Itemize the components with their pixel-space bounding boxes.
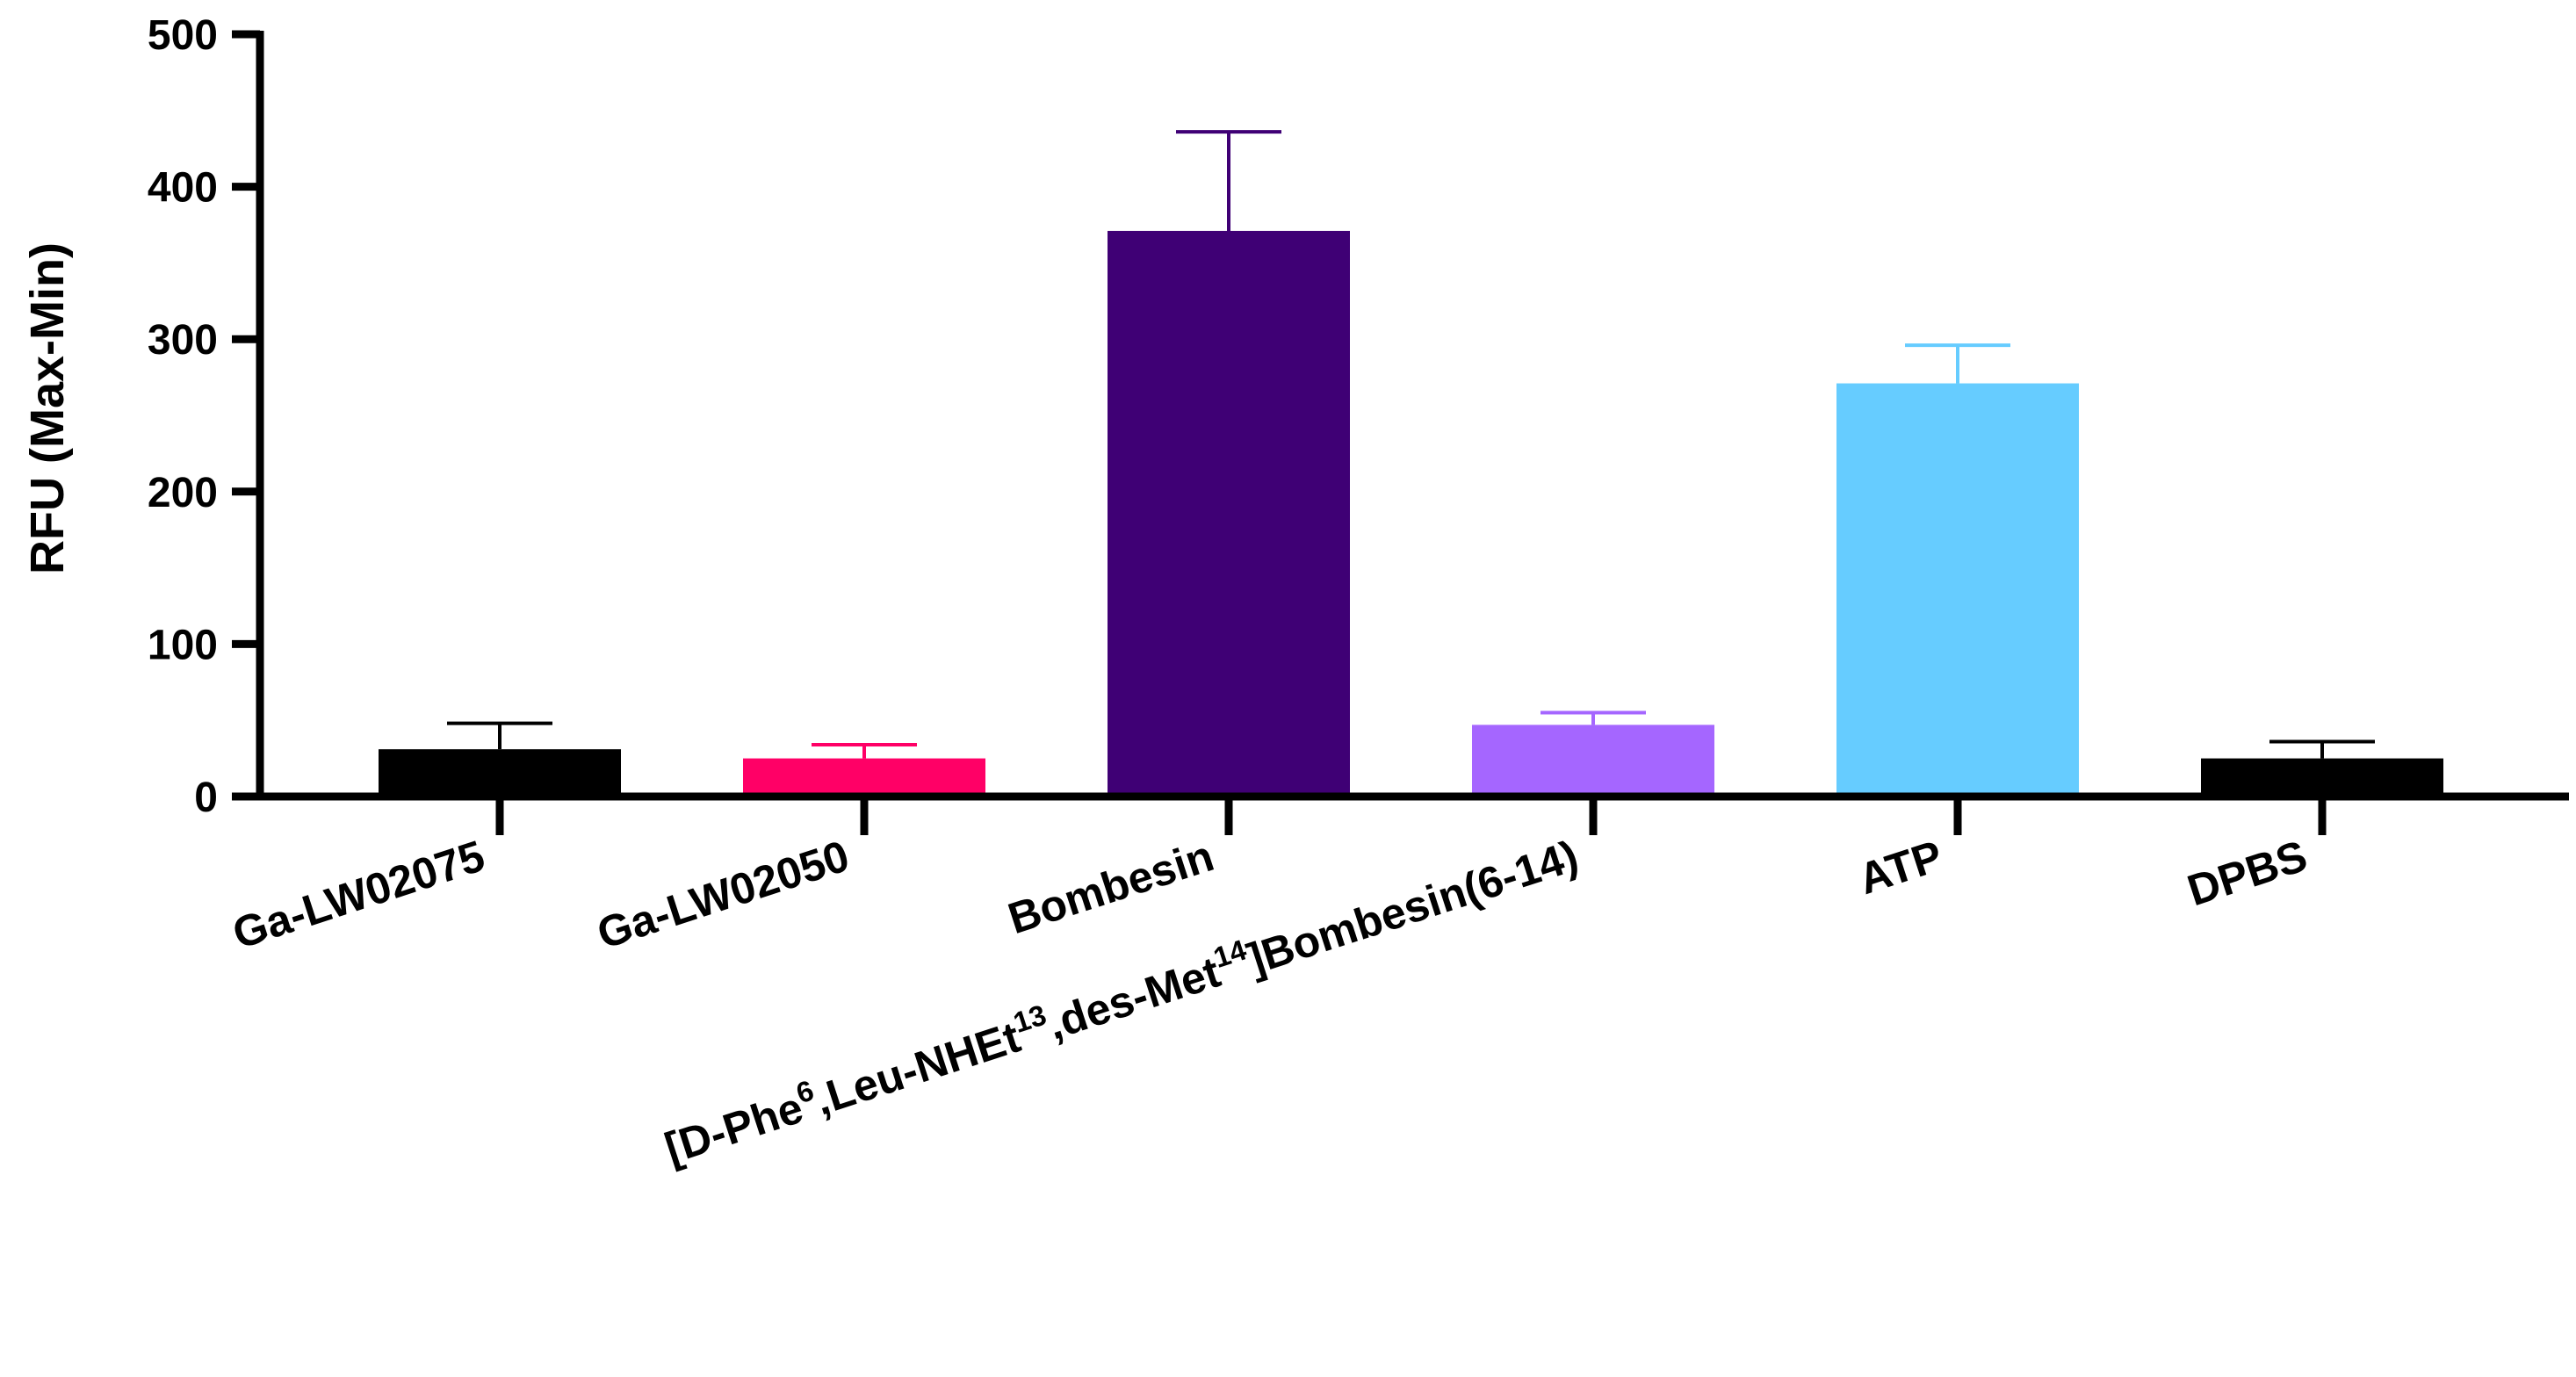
error-bar-1 <box>812 742 917 759</box>
x-tick-label-3-part-2: ,Leu-NHEt <box>809 1013 1026 1125</box>
error-bar-3 <box>1541 710 1646 725</box>
bars-layer <box>379 230 2443 797</box>
axes-layer <box>232 30 2569 835</box>
error-bar-5 <box>2269 739 2375 759</box>
y-tick-label-3: 300 <box>148 317 218 364</box>
y-axis-label: RFU (Max-Min) <box>21 242 74 574</box>
x-tick-label-4: ATP <box>1853 831 1949 904</box>
bar-4 <box>1836 383 2079 797</box>
x-tick-label-3-part-6: ]Bombesin(6-14) <box>1242 831 1584 984</box>
bar-5 <box>2201 758 2443 797</box>
bar-0 <box>379 749 621 797</box>
x-tick-label-1: Ga-LW02050 <box>591 831 855 958</box>
bar-1 <box>743 758 985 797</box>
x-tick-label-1-part-0: Ga-LW02050 <box>591 831 855 958</box>
y-tick-label-5: 500 <box>148 12 218 59</box>
error-bars-layer <box>447 130 2375 759</box>
x-tick-label-4-part-0: ATP <box>1853 831 1949 904</box>
x-tick-label-0-part-0: Ga-LW02075 <box>227 831 490 958</box>
y-tick-label-4: 400 <box>148 165 218 212</box>
error-bar-2 <box>1176 130 1281 231</box>
bar-2 <box>1108 230 1350 797</box>
x-tick-label-5: DPBS <box>2182 831 2313 915</box>
x-tick-label-5-part-0: DPBS <box>2182 831 2313 915</box>
x-tick-label-2-part-0: Bombesin <box>1002 831 1219 943</box>
x-tick-label-2: Bombesin <box>1002 831 1219 943</box>
y-tick-label-2: 200 <box>148 470 218 516</box>
x-tick-label-3-part-4: ,des-Met <box>1042 947 1227 1049</box>
error-bar-0 <box>447 721 552 750</box>
y-tick-label-1: 100 <box>148 622 218 668</box>
bar-3 <box>1472 725 1714 797</box>
x-tick-label-3-part-0: [D-Phe <box>659 1083 809 1173</box>
x-tick-label-0: Ga-LW02075 <box>227 831 490 958</box>
error-bar-4 <box>1905 343 2010 384</box>
y-tick-label-0: 0 <box>194 775 218 821</box>
